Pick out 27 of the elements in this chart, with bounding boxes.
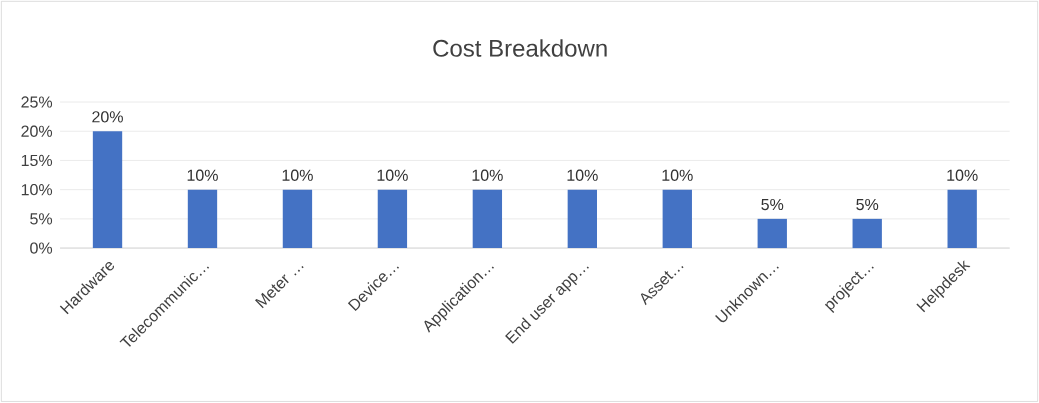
data-label: 10% [187,169,218,182]
bar [187,189,218,249]
data-label: 10% [947,169,978,182]
bar [377,189,408,249]
data-label: 10% [662,169,693,182]
bar [92,131,123,249]
data-label: 10% [282,169,313,182]
bar [852,218,882,249]
bar [567,189,597,249]
data-label: 10% [472,169,503,182]
bar [757,218,787,249]
data-label: 10% [377,169,408,182]
bar [947,189,977,249]
y-tick-label: 15% [21,154,53,167]
data-label: 20% [92,111,123,123]
data-label: 5% [761,198,784,211]
y-tick-label: 20% [21,125,53,137]
y-tick-label: 10% [21,184,53,196]
data-label: 10% [567,169,598,182]
bar [472,189,503,249]
chart-title: Cost Breakdown [433,39,607,57]
y-tick-label: 25% [21,96,53,108]
y-tick-label: 5% [30,213,53,225]
bar [662,189,692,249]
y-tick-label: 0% [30,242,53,254]
bar [282,189,313,249]
data-label: 5% [856,198,879,211]
